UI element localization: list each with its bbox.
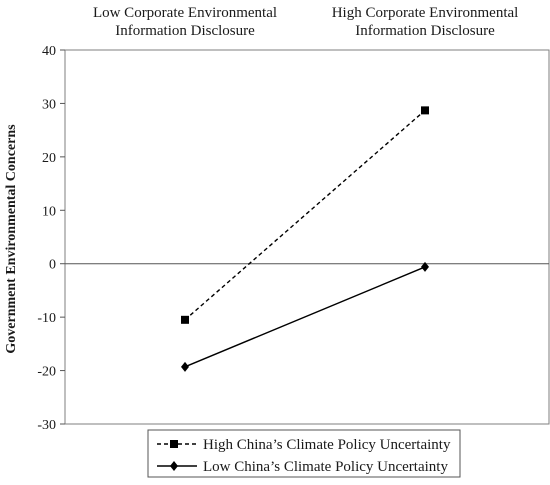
y-axis: 40 30 20 10 0 -10 -20 -30 [37,44,65,433]
y-tick-label: 0 [49,258,56,273]
y-tick-label: -30 [37,418,56,433]
category-label: Low Corporate Environmental Information D… [93,5,277,39]
category-labels: Low Corporate Environmental Information D… [93,5,518,39]
series-group [181,106,429,372]
y-axis-label: Government Environmental Concerns [4,124,19,354]
legend-marker [170,440,178,448]
y-tick-label: 10 [42,204,56,219]
y-tick-label: 20 [42,151,56,166]
y-tick-label: 40 [42,44,56,59]
data-point [421,106,429,115]
y-tick-label: -10 [37,311,56,326]
y-tick-label: -20 [37,365,56,380]
data-point [181,315,189,324]
legend-label: High China’s Climate Policy Uncertainty [203,437,451,453]
legend-marker [170,461,178,471]
legend-label: Low China’s Climate Policy Uncertainty [203,459,448,475]
data-point [421,261,429,272]
data-point [181,361,189,372]
series-line-high [184,109,426,321]
plot-frame [64,49,550,425]
legend-box [147,429,461,478]
y-tick-label: 30 [42,97,56,112]
series-line-low [184,266,426,368]
category-label: High Corporate Environmental Information … [332,5,519,39]
legend: High China’s Climate Policy Uncertainty L… [147,429,461,478]
